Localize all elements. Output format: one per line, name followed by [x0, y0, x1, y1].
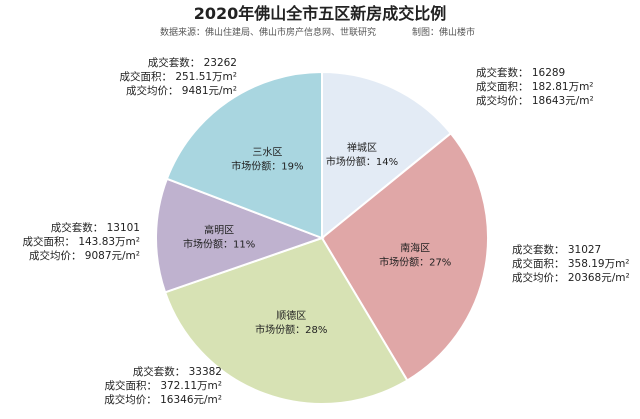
- callout-sets-2: 成交套数： 33382: [133, 365, 222, 378]
- callout-price-0: 成交均价： 18643元/m²: [476, 94, 594, 107]
- callout-area-3: 成交面积： 143.83万m²: [22, 235, 140, 248]
- slice-name-4: 三水区: [252, 147, 282, 159]
- callout-price-4: 成交均价： 9481元/m²: [126, 84, 237, 97]
- callout-sets-3: 成交套数： 13101: [51, 221, 140, 234]
- pie-slice-1: [320, 131, 489, 382]
- pie-slice-2: [163, 236, 409, 405]
- callout-area-4: 成交面积： 251.51万m²: [119, 70, 237, 83]
- chart-credit: 制图：佛山楼市: [412, 26, 475, 38]
- chart-title: 2020年佛山全市五区新房成交比例: [194, 4, 447, 23]
- callout-area-2: 成交面积： 372.11万m²: [104, 379, 222, 392]
- callout-price-2: 成交均价： 16346元/m²: [104, 393, 222, 406]
- callout-sets-1: 成交套数： 31027: [512, 243, 601, 256]
- slice-name-2: 顺德区: [276, 309, 306, 322]
- slice-share-3: 市场份额：11%: [183, 237, 255, 250]
- slice-share-4: 市场份额：19%: [231, 160, 303, 173]
- chart-source: 数据来源：佛山住建局、佛山市房产信息网、世联研究: [160, 26, 376, 38]
- callout-sets-4: 成交套数： 23262: [148, 56, 237, 69]
- slice-share-1: 市场份额：27%: [379, 255, 451, 268]
- callout-price-1: 成交均价： 20368元/m²: [512, 271, 630, 284]
- callout-sets-0: 成交套数： 16289: [476, 66, 565, 79]
- pie-slice-3: [155, 177, 325, 294]
- pie-slice-0: [321, 70, 453, 241]
- callout-area-1: 成交面积： 358.19万m²: [512, 257, 630, 270]
- watermark: 头条 @挑好房佛山肇庆: [457, 389, 612, 407]
- callout-area-0: 成交面积： 182.81万m²: [476, 80, 594, 93]
- slice-labels: 禅城区市场份额：14%南海区市场份额：27%顺德区市场份额：28%高明区市场份额…: [183, 141, 451, 336]
- slice-name-0: 禅城区: [347, 141, 377, 154]
- pie-slices: [155, 70, 489, 405]
- pie-slice-4: [165, 70, 323, 240]
- slice-name-1: 南海区: [400, 241, 430, 254]
- slice-name-3: 高明区: [204, 223, 234, 236]
- callout-price-3: 成交均价： 9087元/m²: [29, 249, 140, 262]
- slice-share-2: 市场份额：28%: [255, 323, 327, 336]
- slice-share-0: 市场份额：14%: [326, 155, 398, 168]
